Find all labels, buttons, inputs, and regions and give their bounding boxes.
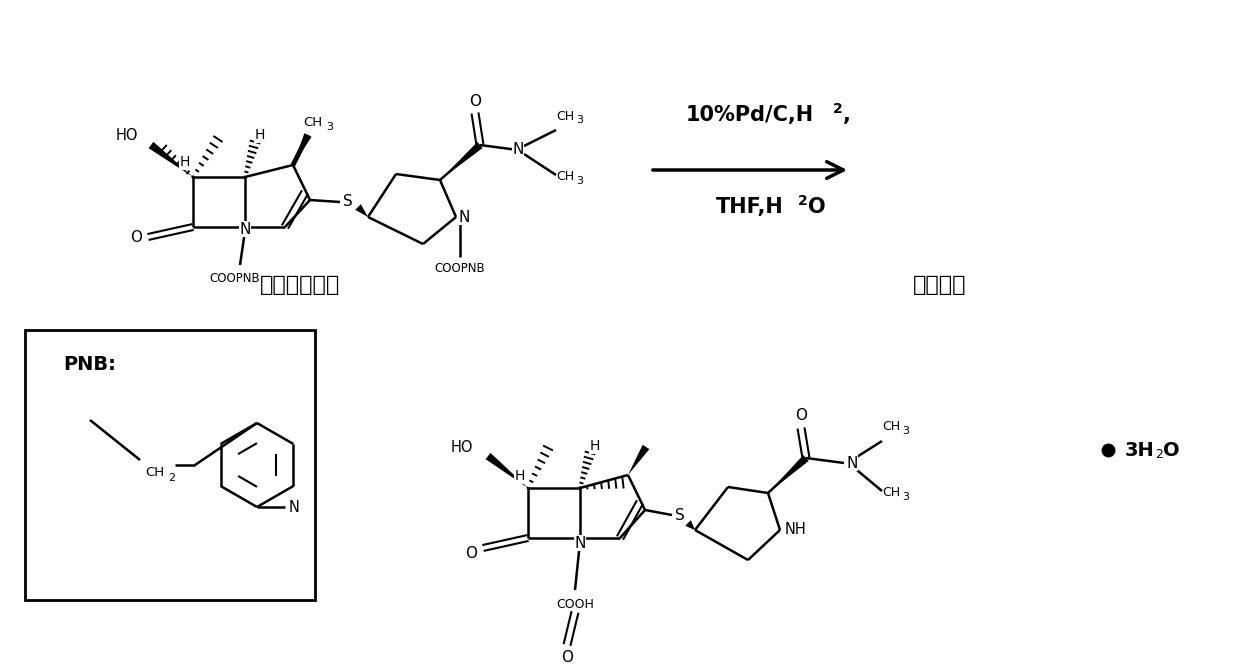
Text: O: O: [560, 650, 573, 664]
Text: O: O: [465, 546, 477, 560]
Text: N: N: [459, 209, 470, 225]
Text: O: O: [1163, 440, 1179, 460]
Text: 2: 2: [167, 473, 175, 483]
Text: ,: ,: [843, 105, 851, 125]
Polygon shape: [768, 455, 808, 493]
Text: 2: 2: [799, 194, 807, 208]
Text: S: S: [343, 195, 353, 209]
Text: NH: NH: [785, 522, 807, 538]
Text: O: O: [795, 408, 807, 424]
Text: THF,H: THF,H: [717, 197, 784, 217]
Text: 3H: 3H: [1125, 440, 1154, 460]
Text: HO: HO: [450, 440, 472, 456]
Polygon shape: [293, 133, 311, 165]
Text: CH: CH: [882, 486, 900, 500]
Text: 10%Pd/C,H: 10%Pd/C,H: [686, 105, 815, 125]
Polygon shape: [686, 520, 694, 530]
Text: HO: HO: [115, 127, 138, 143]
Polygon shape: [627, 445, 650, 475]
Text: H: H: [254, 128, 265, 142]
Text: H: H: [515, 469, 526, 483]
Text: N: N: [512, 143, 523, 157]
Text: O: O: [130, 229, 143, 245]
Polygon shape: [440, 142, 482, 180]
Text: O: O: [808, 197, 826, 217]
Text: CH: CH: [145, 466, 164, 478]
Text: CH: CH: [556, 109, 574, 123]
Text: 保护美罗培南: 保护美罗培南: [260, 275, 340, 295]
Text: CH: CH: [882, 420, 900, 434]
Text: 2: 2: [833, 102, 843, 116]
Text: 3: 3: [901, 492, 909, 502]
Text: CH: CH: [304, 117, 322, 129]
Text: COOPNB: COOPNB: [435, 263, 485, 275]
Text: 3: 3: [901, 426, 909, 436]
Polygon shape: [486, 453, 528, 488]
Text: COOPNB: COOPNB: [210, 273, 260, 285]
Text: 3: 3: [326, 122, 334, 132]
Text: N: N: [574, 536, 585, 550]
Text: CH: CH: [556, 171, 574, 183]
Text: 2: 2: [1154, 448, 1163, 462]
Text: N: N: [846, 456, 857, 470]
Text: 3: 3: [577, 115, 583, 125]
Text: COOH: COOH: [556, 598, 594, 610]
Text: 美罗培南: 美罗培南: [913, 275, 967, 295]
Polygon shape: [149, 142, 193, 177]
Text: 3: 3: [577, 176, 583, 186]
Text: H: H: [590, 439, 600, 453]
Text: N: N: [239, 221, 250, 237]
Polygon shape: [355, 204, 368, 217]
Text: N: N: [289, 500, 300, 514]
Text: S: S: [675, 508, 684, 522]
Text: H: H: [180, 155, 190, 169]
Text: PNB:: PNB:: [63, 356, 117, 374]
Text: O: O: [469, 93, 481, 109]
Bar: [25, 330, 315, 600]
